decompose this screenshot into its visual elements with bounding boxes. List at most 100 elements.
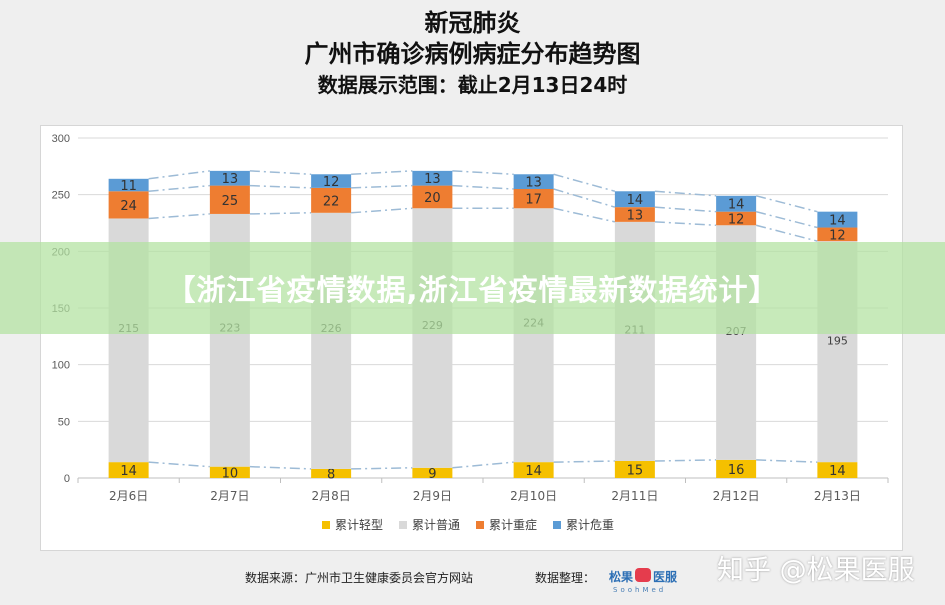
connector-line xyxy=(755,224,818,242)
title-main: 新冠肺炎 xyxy=(424,9,521,37)
legend-label: 累计危重 xyxy=(566,518,614,532)
overlay-banner: 【浙江省疫情数据,浙江省疫情最新数据统计】 xyxy=(0,242,945,334)
bar-segment xyxy=(817,227,858,242)
x-tick-label: 2月7日 xyxy=(210,489,249,503)
bar-segment xyxy=(716,211,757,226)
x-tick-label: 2月6日 xyxy=(109,489,148,503)
x-tick-label: 2月8日 xyxy=(311,489,350,503)
connector-line xyxy=(654,459,717,462)
x-tick-label: 2月12日 xyxy=(713,489,760,503)
data-label: 11 xyxy=(120,179,137,194)
x-tick-label: 2月10日 xyxy=(510,489,557,503)
connector-line xyxy=(351,170,413,176)
connector-line xyxy=(249,465,312,470)
bar-segment xyxy=(513,189,554,209)
legend-label: 累计轻型 xyxy=(335,518,383,532)
connector-line xyxy=(148,461,210,468)
legend-swatch xyxy=(399,521,407,529)
y-tick-label: 300 xyxy=(52,133,70,145)
y-tick-label: 50 xyxy=(58,416,70,428)
connector-line xyxy=(654,221,717,227)
data-label: 14 xyxy=(525,464,542,479)
y-tick-label: 0 xyxy=(64,473,70,485)
legend-label: 累计重症 xyxy=(489,517,537,532)
data-label: 17 xyxy=(525,193,542,208)
bar-segment xyxy=(311,468,352,478)
legend-swatch xyxy=(476,521,484,529)
bar-segment xyxy=(311,187,352,213)
bar-segment xyxy=(614,461,655,478)
connector-line xyxy=(755,210,818,229)
data-label: 15 xyxy=(627,464,644,479)
data-label: 16 xyxy=(728,463,745,478)
data-label: 25 xyxy=(222,194,239,209)
connector-line xyxy=(351,207,413,214)
bar-segment xyxy=(412,185,453,209)
data-label: 22 xyxy=(323,194,340,209)
data-label: 10 xyxy=(222,466,239,481)
bar-segment xyxy=(716,459,757,478)
bar-segment xyxy=(817,462,858,478)
data-label: 14 xyxy=(120,464,137,479)
banner-text: 【浙江省疫情数据,浙江省疫情最新数据统计】 xyxy=(166,273,779,307)
title-sub: 广州市确诊病例病症分布趋势图 xyxy=(304,40,641,68)
bar-segment xyxy=(513,174,554,189)
x-tick-label: 2月13日 xyxy=(814,489,861,503)
data-organizer: 数据整理： xyxy=(535,571,596,585)
chart-titles: 新冠肺炎 广州市确诊病例病症分布趋势图 数据展示范围：截止2月13日24时 xyxy=(0,8,945,100)
bar-segment xyxy=(209,466,250,478)
data-label: 24 xyxy=(120,199,137,214)
connector-line xyxy=(452,184,514,190)
bar-segment xyxy=(817,211,858,228)
data-label: 12 xyxy=(728,212,745,227)
data-label: 8 xyxy=(327,467,335,482)
bar-segment xyxy=(716,195,757,212)
bar-segment xyxy=(108,178,149,192)
data-label: 20 xyxy=(424,191,441,206)
data-label: 13 xyxy=(525,176,542,191)
bar-segment xyxy=(108,462,149,478)
connector-line xyxy=(148,170,210,180)
data-label: 195 xyxy=(827,335,848,348)
connector-line xyxy=(351,184,413,189)
connector-line xyxy=(654,206,717,213)
connector-line xyxy=(553,460,615,463)
connector-line xyxy=(553,188,616,208)
data-label: 12 xyxy=(829,228,846,243)
connector-line xyxy=(249,170,312,176)
logo: 松果 医服 SoohMed xyxy=(609,568,678,594)
legend-label: 累计普通 xyxy=(412,518,460,532)
bar-segment xyxy=(412,467,453,478)
connector-line xyxy=(452,170,514,176)
connector-line xyxy=(249,212,312,215)
bar-segment xyxy=(108,191,149,219)
connector-line xyxy=(351,467,413,470)
connector-line xyxy=(249,184,312,189)
data-label: 9 xyxy=(428,467,436,482)
bar-segment xyxy=(209,170,250,186)
y-tick-label: 100 xyxy=(52,360,70,372)
data-label: 14 xyxy=(728,198,745,213)
connector-line xyxy=(452,461,514,469)
bar-segment xyxy=(614,207,655,222)
x-tick-label: 2月9日 xyxy=(413,489,452,503)
bar-segment xyxy=(311,174,352,188)
bar-segment xyxy=(513,462,554,478)
connector-line xyxy=(756,459,818,463)
legend-swatch xyxy=(553,521,561,529)
connector-line xyxy=(755,195,818,213)
legend-swatch xyxy=(322,521,330,529)
connector-line xyxy=(553,207,616,223)
connector-line xyxy=(148,184,210,193)
data-label: 14 xyxy=(829,214,846,229)
data-label: 14 xyxy=(829,464,846,479)
bar-segment xyxy=(412,170,453,186)
connector-line xyxy=(553,173,616,192)
title-range: 数据展示范围：截止2月13日24时 xyxy=(317,73,628,97)
data-source: 数据来源：广州市卫生健康委员会官方网站 xyxy=(245,571,474,585)
data-label: 12 xyxy=(323,175,340,190)
bar-segment xyxy=(209,185,250,214)
y-tick-label: 250 xyxy=(52,190,70,202)
watermark: 知乎 @松果医服 xyxy=(717,555,915,586)
data-label: 13 xyxy=(424,172,441,187)
